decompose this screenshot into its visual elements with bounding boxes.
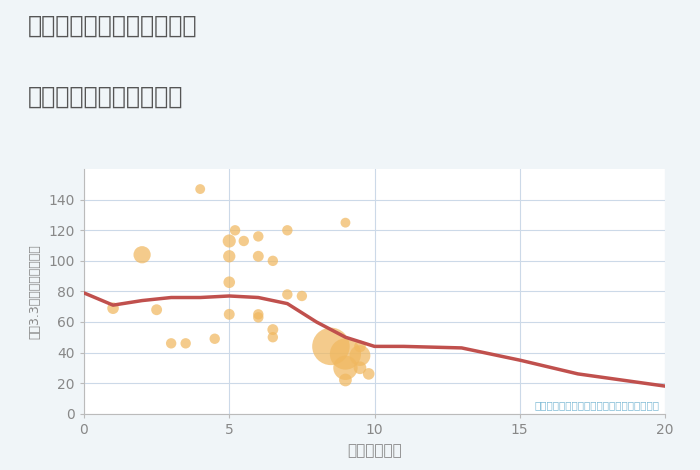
Point: [326, 343, 337, 350]
Text: 円の大きさは、取引のあった物件面積を示す: 円の大きさは、取引のあった物件面積を示す: [534, 400, 659, 411]
Point: [230, 227, 241, 234]
Point: [340, 376, 351, 384]
X-axis label: 駅距離（分）: 駅距離（分）: [347, 444, 402, 459]
Point: [165, 339, 176, 347]
Point: [108, 305, 119, 312]
Point: [224, 278, 235, 286]
Point: [238, 237, 249, 245]
Point: [267, 326, 279, 333]
Point: [267, 257, 279, 265]
Point: [195, 185, 206, 193]
Point: [340, 364, 351, 371]
Point: [363, 370, 374, 378]
Point: [209, 335, 220, 343]
Point: [281, 290, 293, 298]
Point: [354, 343, 365, 350]
Text: 大阪府東大阪市花園本町の: 大阪府東大阪市花園本町の: [28, 14, 197, 38]
Text: 駅距離別中古戸建て価格: 駅距離別中古戸建て価格: [28, 85, 183, 109]
Point: [151, 306, 162, 313]
Point: [224, 311, 235, 318]
Point: [253, 311, 264, 318]
Point: [180, 339, 191, 347]
Point: [296, 292, 307, 300]
Point: [224, 252, 235, 260]
Point: [281, 227, 293, 234]
Point: [340, 219, 351, 227]
Point: [253, 252, 264, 260]
Point: [354, 352, 365, 359]
Point: [224, 237, 235, 245]
Point: [340, 350, 351, 358]
Point: [267, 334, 279, 341]
Point: [354, 364, 365, 371]
Point: [253, 233, 264, 240]
Point: [253, 313, 264, 321]
Point: [136, 251, 148, 258]
Y-axis label: 坪（3.3㎡）単価（万円）: 坪（3.3㎡）単価（万円）: [29, 244, 42, 339]
